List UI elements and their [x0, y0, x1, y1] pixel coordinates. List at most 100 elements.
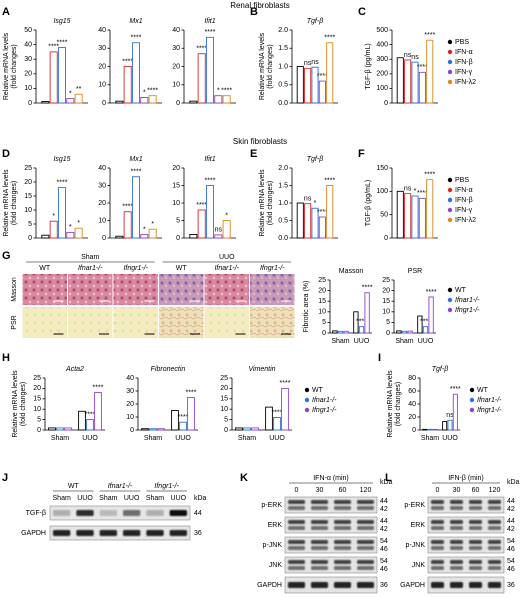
- blot-band: [357, 540, 374, 544]
- bar: [422, 428, 428, 431]
- y-tick-label: 5: [176, 217, 180, 224]
- y-tick-label: 20: [33, 385, 41, 392]
- blot-row-label: TGF-β: [26, 510, 46, 517]
- legend-marker: [447, 207, 453, 213]
- bar: [148, 95, 157, 104]
- chart-title: PSR: [408, 268, 422, 275]
- bar: [94, 392, 102, 431]
- bar: [57, 187, 67, 239]
- legend-label: IFN-β: [455, 197, 473, 204]
- bar: [251, 427, 259, 431]
- blot-band: [488, 546, 501, 550]
- blot-band: [288, 540, 305, 544]
- legend-marker: [447, 287, 453, 293]
- blot-band: [53, 530, 71, 536]
- blot-lane: 120: [360, 487, 372, 494]
- significance-label: ns: [304, 60, 312, 67]
- micrograph: [250, 307, 295, 338]
- significance-label: ****: [122, 58, 133, 65]
- bar: [148, 228, 157, 239]
- blot-frame: [427, 576, 505, 594]
- bar: [418, 71, 426, 104]
- y-tick-label: 30: [126, 388, 134, 395]
- bar: [343, 330, 349, 334]
- blot-frame: [284, 516, 378, 534]
- legend-marker: [469, 387, 475, 393]
- bar: [418, 197, 426, 239]
- bar: [64, 427, 72, 431]
- significance-label: ****: [147, 88, 158, 95]
- significance-label: ****: [424, 32, 435, 39]
- bar: [74, 93, 83, 104]
- legend-marker: [304, 387, 310, 393]
- legend-label: Ifnar1-/-: [455, 297, 480, 304]
- legend-marker: [447, 59, 453, 65]
- y-tick-label: 15: [220, 396, 228, 403]
- chart-title: Tgf-β: [432, 366, 448, 373]
- panel-label: B: [250, 6, 258, 18]
- y-tick-label: 25: [24, 165, 32, 172]
- significance-label: ****: [196, 46, 207, 53]
- blot-band: [334, 582, 351, 588]
- legend-label: Ifnar1-/-: [312, 397, 337, 404]
- chart-title: Ifit1: [204, 18, 215, 25]
- y-tick-label: 0: [102, 235, 106, 242]
- significance-label: ****: [57, 39, 68, 46]
- blot-band: [431, 546, 444, 550]
- blot-band: [431, 520, 444, 524]
- legend-label: IFN-α: [455, 49, 473, 56]
- bar: [141, 428, 149, 431]
- x-tick-label: UUO: [269, 435, 285, 442]
- y-tick-label: 10: [220, 406, 228, 413]
- significance-label: ****: [85, 411, 96, 418]
- panel-label: J: [2, 472, 8, 484]
- blot-unit: kDa: [507, 479, 520, 486]
- blot-row-label: ERK: [268, 522, 283, 529]
- genotype-label: Ifnar1-/-: [214, 265, 239, 272]
- row-title: Renal fibroblasts: [230, 1, 290, 10]
- y-tick-label: 80: [408, 375, 416, 382]
- legend-label: Ifngr1-/-: [312, 407, 337, 414]
- blot-band: [53, 510, 71, 516]
- significance-label: ****: [122, 204, 133, 211]
- y-axis-label: Fibrotic area (%): [303, 281, 310, 333]
- significance-label: ns: [304, 196, 312, 203]
- y-tick-label: 1.0: [278, 200, 288, 207]
- blot-lane: 30: [453, 487, 461, 494]
- y-tick-label: 0.0: [278, 235, 288, 242]
- y-tick-label: 5: [386, 319, 390, 326]
- significance-label: ****: [57, 179, 68, 186]
- blot-lane: UUO: [171, 495, 187, 502]
- bar: [358, 326, 365, 334]
- significance-label: ****: [324, 35, 335, 42]
- significance-label: ****: [420, 318, 431, 325]
- blot-band: [488, 540, 501, 544]
- y-axis-label: Relative mRNA levels: [259, 169, 266, 237]
- significance-label: *: [52, 213, 55, 220]
- y-tick-label: 40: [98, 27, 106, 34]
- legend-label: IFN-α: [455, 187, 473, 194]
- bar: [326, 185, 334, 239]
- blot-band: [288, 566, 305, 570]
- stain-label: PSR: [11, 315, 18, 329]
- blot-frame: [427, 556, 505, 574]
- blot-kda: 36: [194, 530, 202, 537]
- blot-lane: Sham: [146, 495, 164, 502]
- y-tick-label: 200: [376, 71, 388, 78]
- panel-label: I: [378, 352, 381, 364]
- blot-row-label: GAPDH: [257, 582, 282, 589]
- y-tick-label: 5: [224, 416, 228, 423]
- blot-group: Ifnar1-/-: [108, 483, 133, 490]
- chart-title: Tgf-β: [307, 18, 323, 25]
- genotype-label: Ifnar1-/-: [78, 265, 103, 272]
- significance-label: *: [314, 200, 317, 207]
- bar: [187, 397, 195, 431]
- significance-label: *: [225, 212, 228, 219]
- bar: [41, 234, 50, 239]
- significance-label: ****: [178, 414, 189, 421]
- blot-band: [450, 566, 463, 570]
- y-tick-label: 0: [28, 100, 32, 107]
- y-tick-label: 0: [322, 330, 326, 337]
- y-tick-label: 20: [382, 287, 390, 294]
- blot-band: [334, 506, 351, 510]
